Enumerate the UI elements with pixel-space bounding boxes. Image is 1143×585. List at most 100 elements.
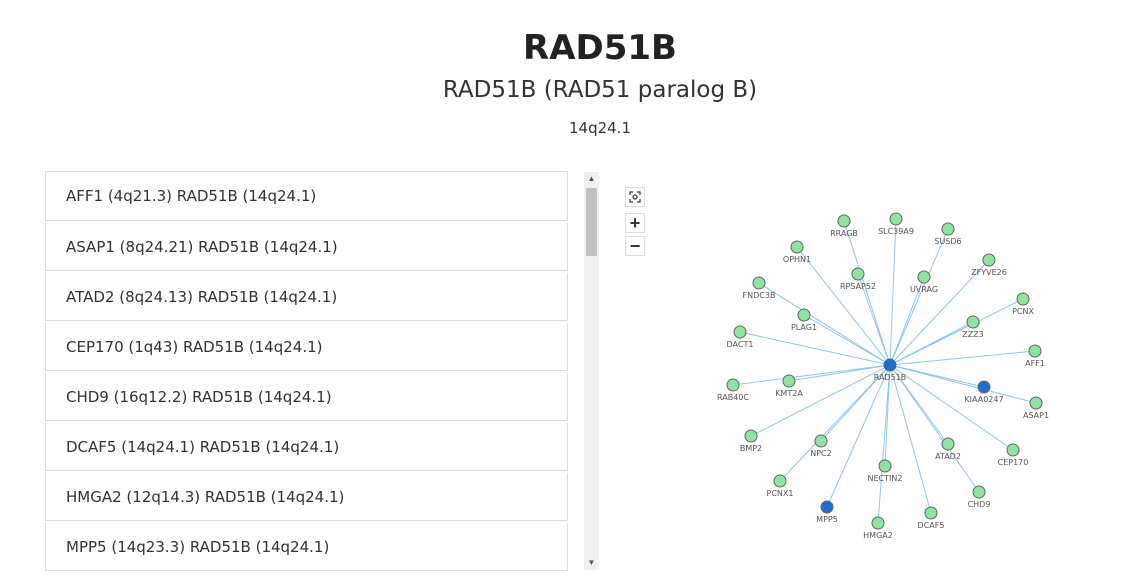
network-edge	[732, 364, 891, 386]
network-node[interactable]	[820, 500, 834, 514]
network-node-label: BMP2	[740, 444, 762, 453]
network-edge	[758, 282, 891, 366]
fit-view-button[interactable]	[625, 187, 645, 207]
network-node[interactable]	[871, 516, 885, 530]
network-node[interactable]	[773, 474, 787, 488]
network-node[interactable]	[941, 222, 955, 236]
network-node-label: DACT1	[727, 340, 754, 349]
network-node-label: HMGA2	[863, 531, 893, 540]
network-node[interactable]	[851, 267, 865, 281]
network-edge	[889, 228, 949, 366]
network-node-label: FNDC3B	[743, 291, 776, 300]
network-node[interactable]	[982, 253, 996, 267]
network-edge	[889, 364, 1014, 451]
network-node[interactable]	[782, 374, 796, 388]
network-edge	[889, 350, 1036, 366]
network-node-label: RRAGB	[830, 229, 858, 238]
list-item[interactable]: MPP5 (14q23.3) RAD51B (14q24.1)	[45, 523, 568, 571]
network-node-label: ASAP1	[1023, 411, 1049, 420]
network-nodes: RRAGB SLC39A9 SUSD6 OPHN1 ZFYVE26 RPSAP52 UVRA…	[717, 212, 1049, 540]
network-edge	[803, 314, 891, 366]
network-node-label: ZZZ3	[962, 330, 984, 339]
network-node-label: DCAF5	[918, 521, 945, 530]
scroll-up-arrow-icon[interactable]: ▲	[587, 174, 596, 183]
network-node-label: SUSD6	[934, 237, 961, 246]
network-edge	[889, 364, 980, 493]
network-node-label: RAB40C	[717, 393, 749, 402]
network-node-label: PCNX	[1012, 307, 1034, 316]
network-edge	[889, 321, 974, 366]
list-item[interactable]: AFF1 (4q21.3) RAD51B (14q24.1)	[45, 171, 568, 221]
network-edge	[877, 364, 891, 524]
network-node[interactable]	[889, 212, 903, 226]
list-scrollbar[interactable]: ▲ ▼	[584, 172, 599, 570]
network-node[interactable]	[1028, 344, 1042, 358]
network-node[interactable]	[941, 437, 955, 451]
network-node-label: SLC39A9	[878, 227, 914, 236]
fit-view-icon	[629, 191, 641, 203]
network-node[interactable]	[790, 240, 804, 254]
network-node[interactable]	[924, 506, 938, 520]
network-node-label: PCNX1	[767, 489, 794, 498]
network-node-label: ZFYVE26	[971, 268, 1007, 277]
network-edge	[750, 364, 891, 437]
network-node-label: RAD51B	[874, 373, 907, 382]
network-node-label: UVRAG	[910, 285, 938, 294]
network-edge	[889, 276, 925, 366]
network-node-label: NPC2	[810, 449, 831, 458]
network-node[interactable]	[1006, 443, 1020, 457]
network-node-label: NECTIN2	[868, 474, 903, 483]
network-edge	[843, 220, 891, 366]
network-node-label: MPP5	[816, 515, 838, 524]
network-edge	[889, 364, 932, 514]
network-edge	[739, 331, 891, 366]
network-edge	[889, 259, 990, 366]
list-item[interactable]: CEP170 (1q43) RAD51B (14q24.1)	[45, 323, 568, 371]
network-edge	[788, 364, 891, 382]
network-node-label: PLAG1	[791, 323, 817, 332]
network-node[interactable]	[878, 459, 892, 473]
scroll-thumb[interactable]	[586, 188, 597, 256]
gene-network-graph[interactable]: RRAGB SLC39A9 SUSD6 OPHN1 ZFYVE26 RPSAP52 UVRA…	[700, 195, 1100, 555]
network-edge	[889, 218, 897, 366]
network-node[interactable]	[1016, 292, 1030, 306]
network-node[interactable]	[883, 358, 897, 372]
network-edge	[796, 246, 891, 366]
network-edges	[732, 218, 1037, 524]
network-node-label: KIAA0247	[964, 395, 1003, 404]
network-node-label: KMT2A	[775, 389, 803, 398]
network-node-label: AFF1	[1025, 359, 1045, 368]
network-node-label: ATAD2	[935, 452, 961, 461]
network-node[interactable]	[752, 276, 766, 290]
network-node[interactable]	[726, 378, 740, 392]
network-node[interactable]	[917, 270, 931, 284]
gene-full-name: RAD51B (RAD51 paralog B)	[442, 77, 758, 103]
network-edge	[826, 364, 891, 508]
fusion-partner-list: AFF1 (4q21.3) RAD51B (14q24.1) ASAP1 (8q…	[45, 171, 568, 571]
list-item[interactable]: DCAF5 (14q24.1) RAD51B (14q24.1)	[45, 423, 568, 471]
network-node[interactable]	[1029, 396, 1043, 410]
network-node[interactable]	[797, 308, 811, 322]
page-title: RAD51B	[523, 28, 677, 68]
network-node[interactable]	[814, 434, 828, 448]
network-node[interactable]	[972, 485, 986, 499]
gene-locus: 14q24.1	[568, 119, 631, 137]
list-item[interactable]: HMGA2 (12q14.3) RAD51B (14q24.1)	[45, 473, 568, 521]
zoom-out-button[interactable]: −	[625, 236, 645, 256]
network-node[interactable]	[744, 429, 758, 443]
list-item[interactable]: CHD9 (16q12.2) RAD51B (14q24.1)	[45, 373, 568, 421]
network-node[interactable]	[733, 325, 747, 339]
scroll-down-arrow-icon[interactable]: ▼	[587, 558, 596, 567]
network-edge	[857, 273, 891, 366]
zoom-in-button[interactable]: +	[625, 213, 645, 233]
list-item[interactable]: ASAP1 (8q24.21) RAD51B (14q24.1)	[45, 223, 568, 271]
network-node-label: OPHN1	[783, 255, 811, 264]
network-node[interactable]	[977, 380, 991, 394]
network-edge	[779, 364, 891, 482]
network-node-label: CEP170	[998, 458, 1029, 467]
list-item[interactable]: ATAD2 (8q24.13) RAD51B (14q24.1)	[45, 273, 568, 321]
network-node-label: CHD9	[968, 500, 991, 509]
network-node-label: RPSAP52	[840, 282, 876, 291]
network-node[interactable]	[837, 214, 851, 228]
network-node[interactable]	[966, 315, 980, 329]
